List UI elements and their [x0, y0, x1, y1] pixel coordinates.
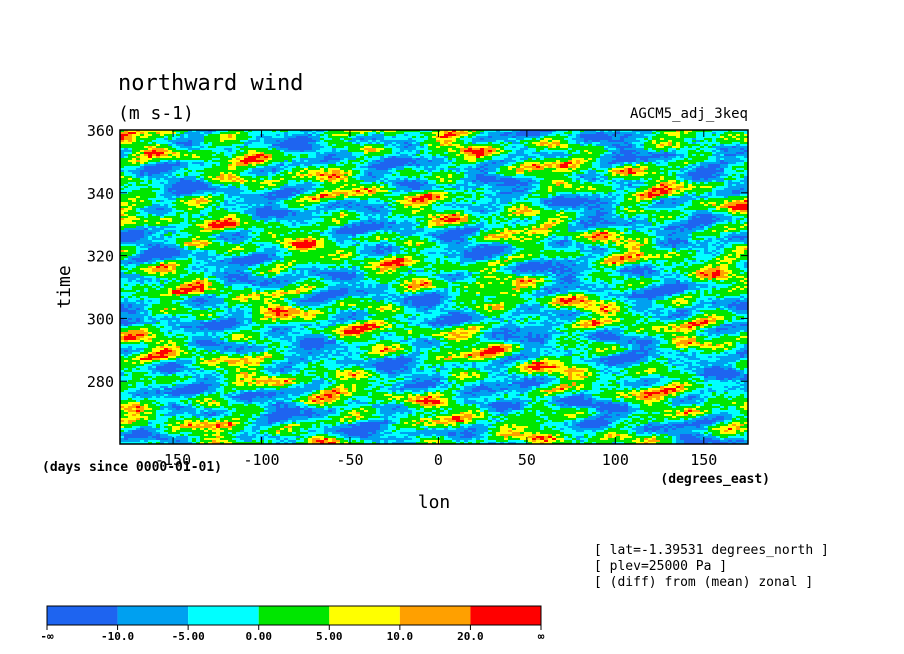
contour-field: [120, 130, 749, 445]
chart-title: northward wind: [118, 71, 303, 96]
chart-units: (m s-1): [118, 103, 194, 124]
dataset-label: AGCM5_adj_3keq: [630, 106, 748, 122]
